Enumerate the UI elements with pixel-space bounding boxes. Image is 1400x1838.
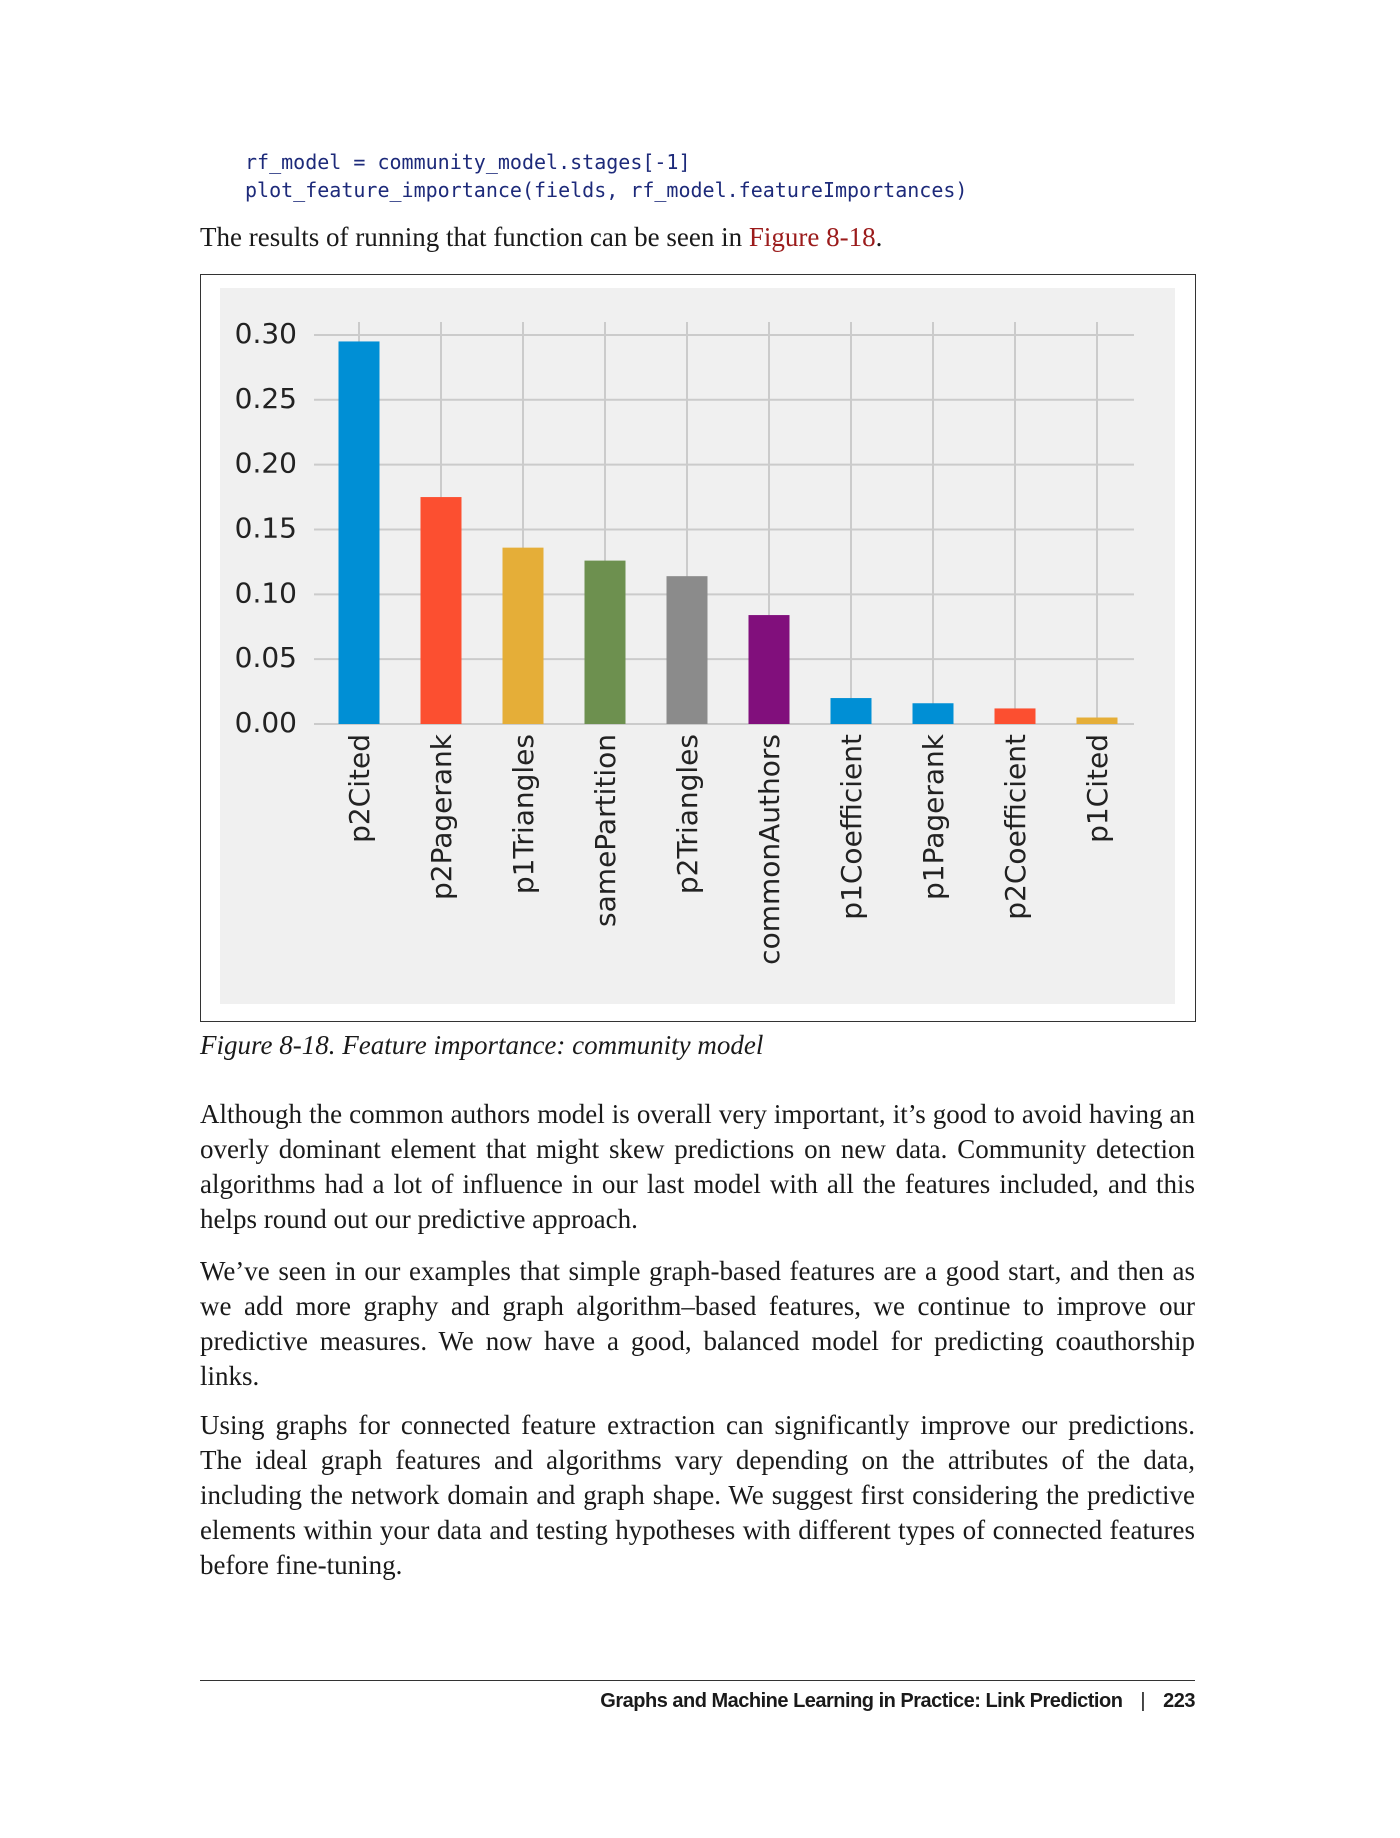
paragraph: We’ve seen in our examples that simple g… [200, 1256, 1195, 1391]
footer-title: Graphs and Machine Learning in Practice:… [600, 1690, 1123, 1712]
paragraph: Although the common authors model is ove… [200, 1099, 1195, 1234]
bar [830, 698, 872, 724]
bar [420, 497, 462, 724]
separator: | [1140, 1690, 1146, 1712]
bar [502, 547, 544, 724]
bar [912, 703, 954, 724]
bar [338, 341, 380, 724]
paragraph: Using graphs for connected feature extra… [200, 1410, 1195, 1580]
x-tick-label: p2Coefficient [999, 734, 1032, 920]
caption: Figure 8-18. Feature importance: communi… [200, 1030, 764, 1060]
footer: Graphs and Machine Learning in Practice:… [600, 1690, 1195, 1713]
text: . [875, 222, 883, 252]
x-tick-label: commonAuthors [753, 734, 786, 965]
y-tick-label: 0.25 [235, 382, 297, 415]
x-tick-label: p1Pagerank [917, 733, 950, 900]
chart: 0.00 0.05 0.10 0.15 0.20 0.25 0.30 p2Cited p2Pag… [220, 288, 1175, 1004]
x-tick-label: p2Pagerank [425, 733, 458, 900]
figure-frame: 0.00 0.05 0.10 0.15 0.20 0.25 0.30 p2Cited p2Pag… [200, 274, 1196, 1022]
x-tick-label: p1Coefficient [835, 734, 868, 920]
figure-link[interactable]: Figure 8-18 [748, 222, 876, 252]
x-tick-label: p2Triangles [671, 734, 704, 894]
x-tick-label: p1Cited [1081, 734, 1114, 843]
y-tick-label: 0.30 [235, 317, 297, 350]
code-line: plot_feature_importance(fields, rf_model… [245, 178, 968, 202]
bar [584, 560, 626, 724]
page-number: 223 [1163, 1690, 1195, 1712]
footer-rule [200, 1680, 1195, 1681]
x-tick-label: p2Cited [343, 734, 376, 843]
y-tick-label: 0.20 [235, 447, 297, 480]
text: The results of running that function can… [200, 222, 749, 252]
y-tick-label: 0.05 [235, 641, 297, 674]
y-tick-label: 0.15 [235, 511, 297, 544]
intro: The results of running that function can… [200, 220, 1195, 255]
bar [748, 615, 790, 724]
code-line: rf_model = community_model.stages[-1] [245, 150, 691, 174]
bar [994, 708, 1036, 724]
y-tick-label: 0.00 [235, 706, 297, 739]
y-tick-label: 0.10 [235, 576, 297, 609]
bar [1076, 717, 1118, 724]
x-tick-label: p1Triangles [507, 734, 540, 894]
bar [666, 576, 708, 724]
x-tick-label: samePartition [589, 734, 622, 927]
